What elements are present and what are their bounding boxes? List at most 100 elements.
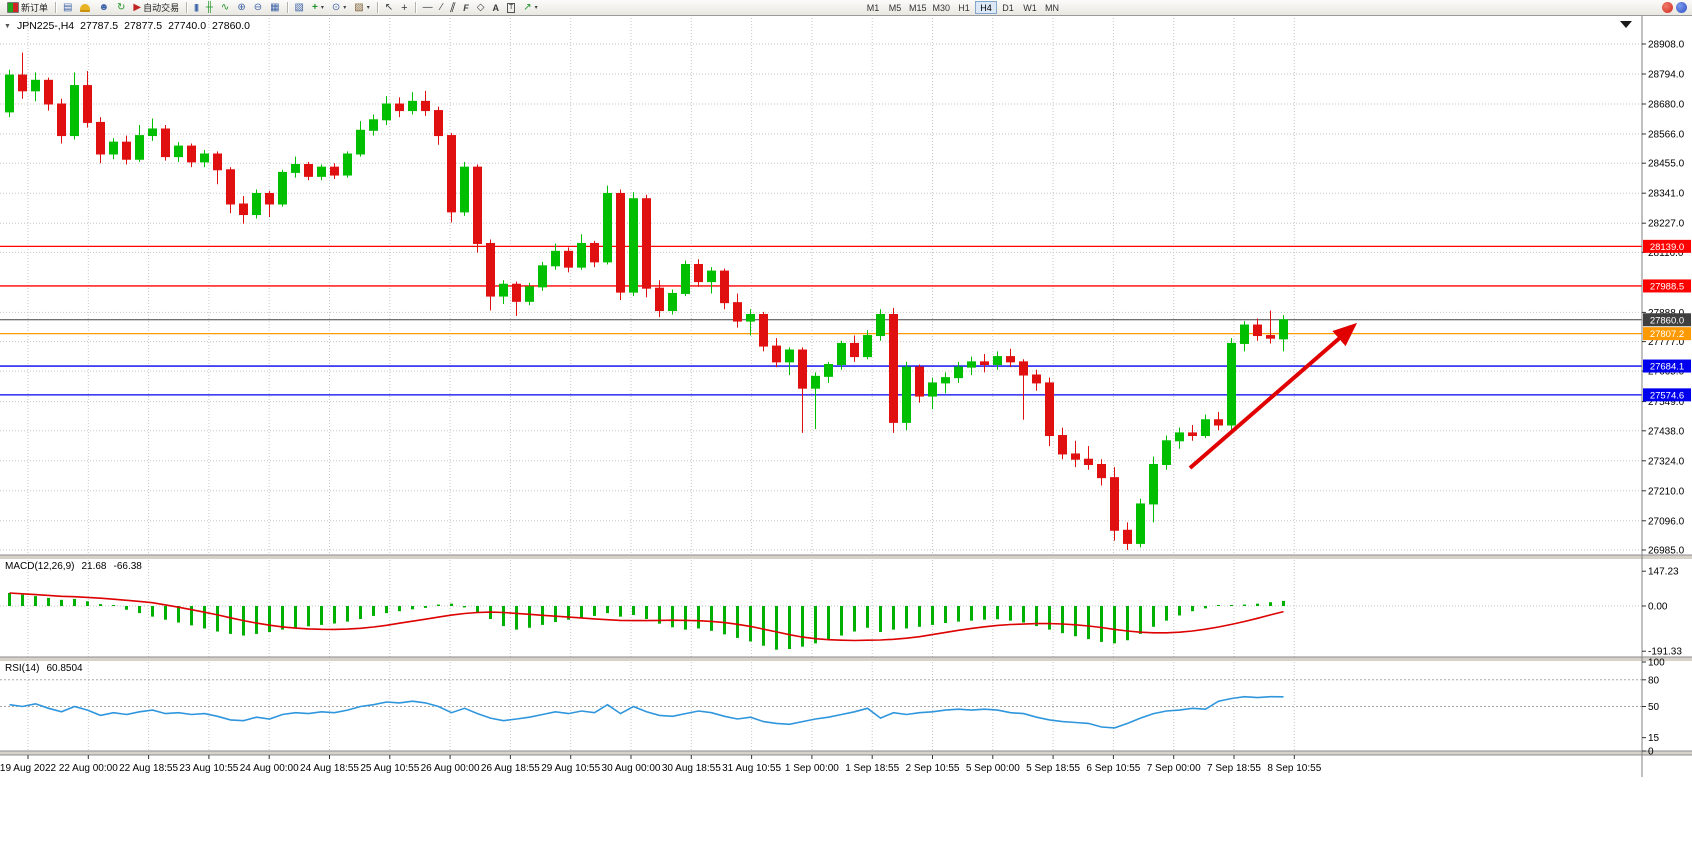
svg-text:25 Aug 10:55: 25 Aug 10:55 [360,763,419,774]
toolbar-separator [414,2,416,13]
toolbar-separator [376,2,378,13]
time-axis: 19 Aug 2022 22 Aug 00:00 22 Aug 18:55 23 Au… [0,754,1692,774]
line-chart-icon: ∿ [220,1,230,13]
periods-button[interactable]: ⊙ ▾ [328,0,350,16]
timeframe-button-d1[interactable]: D1 [1002,2,1014,13]
profiles-hat-icon [80,3,91,12]
svg-text:26 Aug 00:00: 26 Aug 00:00 [421,763,480,774]
indicators-button[interactable]: + ▾ [308,0,328,16]
cursor-button[interactable]: ↖ [381,0,397,16]
svg-text:26985.0: 26985.0 [1648,545,1685,556]
svg-text:19 Aug 2022: 19 Aug 2022 [0,763,57,774]
zoom-out-icon: ⊖ [253,1,263,13]
macd-name: MACD(12,26,9) [5,561,75,572]
tile-windows-button[interactable]: ▦ [266,0,283,16]
macd-label: MACD(12,26,9) 21.68 -66.38 [5,561,142,572]
zoom-in-icon: ⊕ [237,1,246,13]
trend-arrow[interactable] [1188,322,1358,470]
svg-text:100: 100 [1648,658,1665,669]
timeframe-button-mn[interactable]: MN [1045,2,1060,13]
zoom-out-button[interactable]: ⊖ [250,0,266,16]
scroll-end-marker[interactable] [1620,21,1632,28]
horizontal-line-button[interactable]: — [419,0,437,16]
horizontal-line-icon: — [422,1,433,13]
notification-blue-icon[interactable] [1676,2,1687,13]
zoom-in-button[interactable]: ⊕ [233,0,249,16]
svg-text:-191.33: -191.33 [1648,647,1682,658]
bar-chart-button[interactable]: ||| [190,0,202,16]
toolbar: 新订单 ▤ ☻ ↻ ▶ 自动交易 ||| ╫ ∿ ⊕ ⊖ ▦ ▧ + ▾ ⊙ ▾ ▨… [0,0,1692,16]
svg-text:8 Sep 10:55: 8 Sep 10:55 [1267,763,1321,774]
svg-text:28455.0: 28455.0 [1648,159,1685,170]
svg-text:1 Sep 18:55: 1 Sep 18:55 [845,763,899,774]
timeframe-button-m5[interactable]: M5 [888,2,902,13]
arrows-button[interactable]: ↗ ▾ [519,0,541,16]
rsi-value: 60.8504 [46,663,83,674]
shapes-button[interactable]: ◇ [473,0,489,16]
fibonacci-button[interactable]: F [459,0,473,16]
svg-text:28908.0: 28908.0 [1648,40,1685,51]
tile-windows-icon: ▦ [270,1,280,13]
timeframe-button-m15[interactable]: M15 [909,2,927,13]
market-watch-button[interactable]: ☻ [94,0,113,16]
price-axis: 28908.0 28794.0 28680.0 28566.0 28455.0 28341… [1641,16,1685,777]
svg-text:5 Sep 00:00: 5 Sep 00:00 [966,763,1020,774]
panel-separators[interactable] [0,554,1692,756]
text-label-button[interactable]: T [503,0,519,16]
svg-text:29 Aug 10:55: 29 Aug 10:55 [541,763,600,774]
svg-text:27549.0: 27549.0 [1648,397,1685,408]
text-label-icon: T [506,2,516,13]
crosshair-icon: + [401,1,408,14]
chevron-down-icon: ▾ [320,5,324,11]
crosshair-button[interactable]: + [397,0,411,16]
new-chart-icon: ▤ [63,1,73,13]
svg-text:27096.0: 27096.0 [1648,516,1685,527]
chevron-down-icon: ▾ [534,5,538,11]
profiles-button[interactable] [76,0,94,16]
refresh-icon: ↻ [117,1,126,13]
new-order-label: 新订单 [21,3,49,13]
new-chart-button[interactable]: ▤ [59,0,76,16]
timeframe-button-m30[interactable]: M30 [932,2,951,13]
timeframe-button-h4[interactable]: H4 [975,1,998,14]
svg-text:31 Aug 10:55: 31 Aug 10:55 [722,763,781,774]
new-order-button[interactable]: 新订单 [3,0,52,16]
svg-text:28680.0: 28680.0 [1648,99,1685,110]
svg-text:5 Sep 18:55: 5 Sep 18:55 [1026,763,1080,774]
templates-button[interactable]: ▨ ▾ [350,0,373,16]
svg-text:30 Aug 18:55: 30 Aug 18:55 [662,763,721,774]
svg-text:0: 0 [1648,747,1654,758]
rsi-name: RSI(14) [5,663,40,674]
cascade-windows-button[interactable]: ▧ [291,0,308,16]
text-button[interactable]: A [488,0,503,16]
trendline-button[interactable]: ∕ [437,0,447,16]
svg-text:6 Sep 10:55: 6 Sep 10:55 [1086,763,1140,774]
svg-text:28227.0: 28227.0 [1648,219,1685,230]
svg-text:28139.0: 28139.0 [1650,242,1684,253]
line-chart-button[interactable]: ∿ [217,0,233,16]
arrows-icon: ↗ [523,1,532,13]
timeframe-button-m1[interactable]: M1 [866,2,880,13]
channel-button[interactable]: ∥ [446,0,459,16]
svg-text:28566.0: 28566.0 [1648,129,1685,140]
timeframe-button-h1[interactable]: H1 [958,2,970,13]
svg-text:24 Aug 00:00: 24 Aug 00:00 [240,763,299,774]
candlestick-chart-button[interactable]: ╫ [202,0,217,16]
notification-red-icon[interactable] [1662,2,1673,13]
templates-icon: ▨ [354,1,364,13]
candles [5,52,1288,550]
collapse-icon[interactable]: ▼ [4,22,11,30]
svg-text:15: 15 [1648,733,1660,744]
svg-text:27777.0: 27777.0 [1648,337,1685,348]
chevron-down-icon: ▾ [343,5,347,11]
svg-text:27324.0: 27324.0 [1648,456,1685,467]
svg-text:22 Aug 18:55: 22 Aug 18:55 [119,763,178,774]
horizontal-lines[interactable] [0,245,1642,396]
grid [0,18,1642,751]
bar-chart-icon: ||| [194,3,199,12]
autotrade-button[interactable]: ▶ 自动交易 [129,0,183,16]
refresh-button[interactable]: ↻ [113,0,129,16]
timeframe-button-w1[interactable]: W1 [1023,2,1037,13]
macd-main-value: 21.68 [81,561,107,572]
